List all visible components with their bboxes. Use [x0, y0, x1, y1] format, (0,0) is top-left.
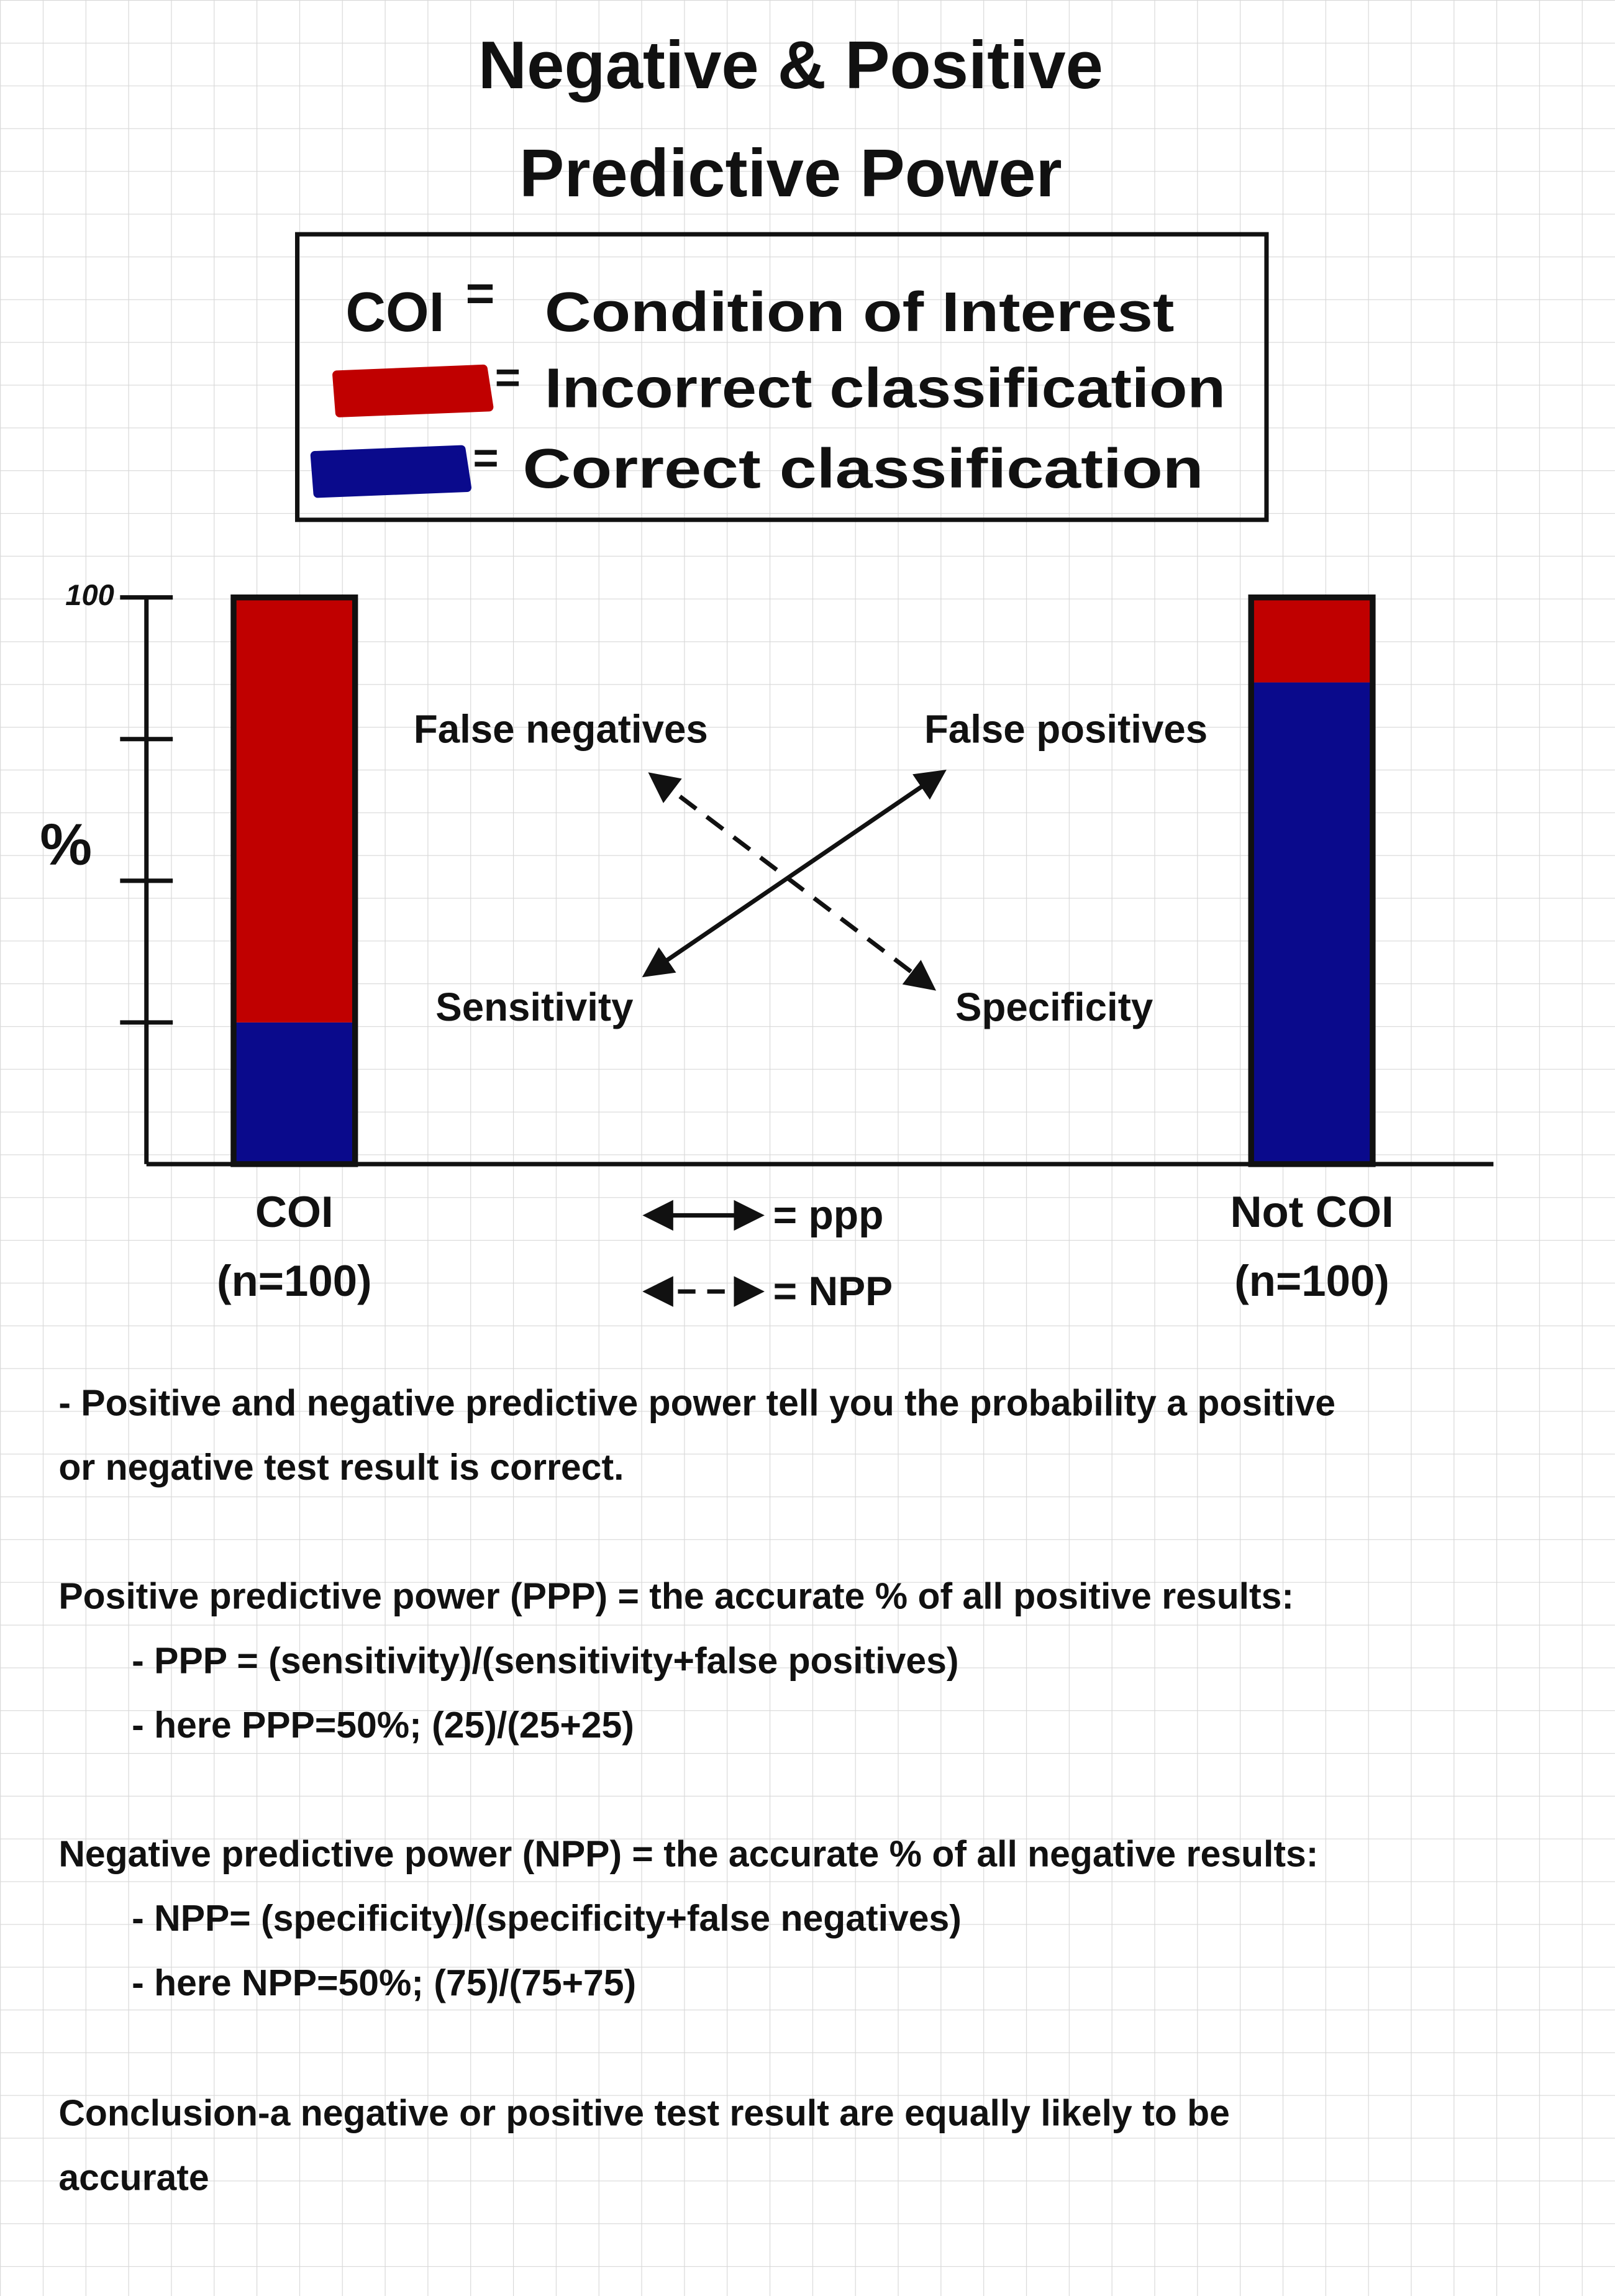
legend-term: COI — [345, 281, 444, 343]
bar-segment — [1251, 682, 1373, 1164]
key-label: = ppp — [773, 1192, 884, 1238]
y-axis-label: % — [40, 812, 92, 877]
y-tick-label: 100 — [65, 578, 114, 611]
note-line: accurate — [58, 2157, 209, 2198]
x-tick-label: Not COI — [1230, 1187, 1393, 1236]
legend-label: Incorrect classification — [545, 357, 1226, 419]
legend-equals: = — [466, 265, 495, 321]
note-line: - here PPP=50%; (25)/(25+25) — [132, 1705, 634, 1746]
legend-label: Correct classification — [523, 437, 1204, 499]
legend-swatch — [332, 364, 494, 417]
bar-segment — [234, 1022, 355, 1164]
bar-outline — [1248, 594, 1376, 1167]
note-line: - here NPP=50%; (75)/(75+75) — [132, 1963, 636, 2003]
note-line: Conclusion-a negative or positive test r… — [58, 2093, 1230, 2134]
note-line: - Positive and negative predictive power… — [58, 1383, 1335, 1423]
title: Predictive Power — [519, 135, 1062, 211]
bar-outline — [230, 594, 358, 1167]
note-line: or negative test result is correct. — [58, 1447, 624, 1488]
legend-equals: = — [495, 353, 521, 402]
dashed-arrow — [648, 772, 937, 991]
note-line: - NPP= (specificity)/(specificity+false … — [132, 1898, 962, 1939]
annotation: False positives — [924, 707, 1208, 751]
legend-meaning: Condition of Interest — [545, 281, 1175, 343]
key-label: = NPP — [773, 1268, 893, 1314]
bar-segment — [234, 597, 355, 1023]
legend-swatch — [310, 445, 472, 498]
x-tick-label: COI — [255, 1187, 334, 1236]
sample-size: (n=100) — [217, 1256, 372, 1305]
note-line: - PPP = (sensitivity)/(sensitivity+false… — [132, 1641, 958, 1681]
annotation: False negatives — [414, 707, 708, 751]
bar-segment — [1251, 597, 1373, 683]
note-line: Negative predictive power (NPP) = the ac… — [58, 1834, 1318, 1874]
sample-size: (n=100) — [1234, 1256, 1390, 1305]
title: Negative & Positive — [478, 27, 1103, 102]
annotation: Sensitivity — [435, 985, 634, 1029]
legend-equals: = — [473, 433, 498, 482]
note-line: Positive predictive power (PPP) = the ac… — [58, 1577, 1294, 1617]
annotation: Specificity — [955, 985, 1153, 1029]
legend-box — [294, 232, 1269, 522]
